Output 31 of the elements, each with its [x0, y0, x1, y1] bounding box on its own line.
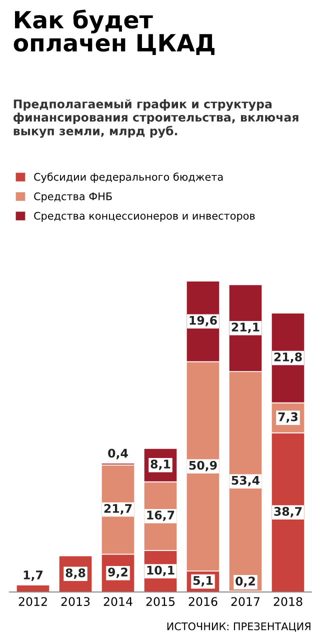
data-label: 21,1 — [232, 322, 260, 334]
data-label: 8,8 — [66, 568, 86, 579]
data-label: 5,1 — [193, 576, 213, 586]
legend-label: Средства концессионеров и инвесторов — [34, 212, 255, 222]
data-label: 7,3 — [278, 412, 298, 423]
legend-label: Средства ФНБ — [34, 192, 112, 202]
data-label: 9,2 — [108, 568, 128, 578]
x-tick-label: 2015 — [146, 597, 174, 606]
data-label: 21,7 — [104, 504, 132, 514]
data-label: 8,1 — [150, 460, 170, 470]
text: ИСТОЧНИК: ПРЕЗЕНТАЦИЯ — [167, 622, 310, 632]
x-tick-label: 2017 — [231, 597, 260, 606]
x-tick-label: 2012 — [18, 597, 47, 606]
data-label: 19,6 — [190, 316, 217, 326]
chart-title: Как будет оплачен ЦКАД — [14, 10, 214, 56]
data-label: 38,7 — [274, 506, 302, 518]
data-label: 10,1 — [147, 566, 174, 576]
data-label: 0,4 — [108, 448, 128, 460]
bar — [16, 584, 50, 592]
legend-label: Субсидии федерального бюджета — [34, 172, 223, 183]
x-tick-label: 2014 — [104, 597, 132, 606]
data-label: 0,2 — [236, 576, 255, 588]
chart-subtitle: Предполагаемый график и структура финансирования строительства, включая выкуп земли, млрд руб. — [13, 99, 298, 138]
data-label: 53,4 — [232, 476, 260, 486]
data-label: 16,7 — [147, 510, 174, 522]
data-label: 21,8 — [274, 352, 302, 363]
data-label: 1,7 — [24, 570, 43, 581]
x-tick-label: 2013 — [61, 597, 90, 606]
x-tick-label: 2018 — [274, 597, 302, 606]
data-label: 50,9 — [189, 460, 217, 472]
x-tick-label: 2016 — [188, 597, 218, 606]
